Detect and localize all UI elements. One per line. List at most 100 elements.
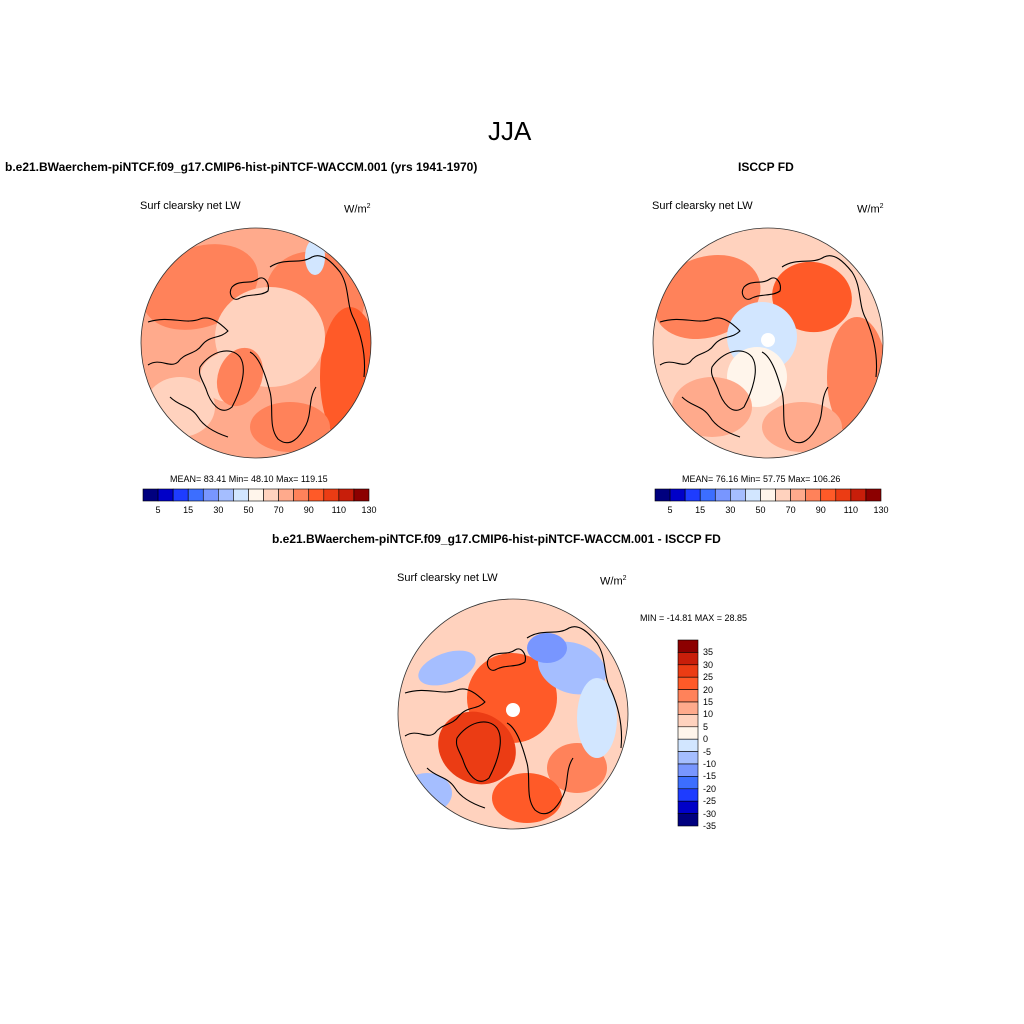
- colorbar-swatch: [669, 488, 686, 502]
- obs-colorbar: [654, 488, 882, 502]
- colorbar-tick-label: -35: [703, 821, 717, 831]
- colorbar-swatch: [677, 652, 699, 666]
- diff-stats-text: MIN = -14.81 MAX = 28.85: [640, 613, 748, 623]
- obs-unit-label: W/m2: [857, 203, 884, 216]
- colorbar-swatch: [730, 488, 746, 502]
- colorbar-swatch: [677, 813, 699, 827]
- coastline: [506, 722, 574, 815]
- coastline: [404, 688, 486, 737]
- colorbar-swatch: [699, 488, 716, 502]
- colorbar-swatch: [677, 701, 699, 715]
- colorbar-tick-label: -25: [703, 796, 717, 807]
- coastline: [455, 721, 501, 782]
- colorbar-swatch: [202, 488, 219, 502]
- colorbar-tick-label: -20: [703, 783, 717, 794]
- colorbar-swatch: [820, 488, 837, 502]
- colorbar-tick-label: 130: [873, 505, 889, 515]
- coastline: [147, 317, 229, 366]
- colorbar-swatch: [172, 488, 189, 502]
- colorbar-swatch: [338, 488, 355, 502]
- map-boundary: [397, 598, 629, 830]
- model-polar-map: [140, 227, 372, 459]
- colorbar-tick-label: 15: [703, 697, 714, 707]
- colorbar-swatch: [248, 488, 264, 502]
- figure-title: JJA: [488, 116, 532, 146]
- coastline: [681, 396, 741, 438]
- colorbar-tick-label: 90: [303, 505, 314, 515]
- model-variable-label: Surf clearsky net LW: [140, 200, 241, 212]
- obs-variable-label: Surf clearsky net LW: [652, 200, 753, 212]
- colorbar-tick-label: 70: [785, 505, 796, 515]
- colorbar-swatch: [835, 488, 852, 502]
- colorbar-tick-label: -15: [703, 771, 717, 782]
- colorbar-tick-label: -30: [703, 808, 717, 819]
- field-region: [762, 402, 842, 452]
- model-stats-text: MEAN= 83.41 Min= 48.10 Max= 119.15: [170, 474, 328, 484]
- colorbar-tick-label: 70: [273, 505, 284, 515]
- model-unit-label: W/m2: [344, 203, 371, 216]
- colorbar-tick-label: 110: [331, 505, 347, 515]
- colorbar-tick-label: 50: [755, 505, 766, 515]
- colorbar-swatch: [684, 488, 701, 502]
- colorbar-tick-label: 50: [243, 505, 254, 515]
- diff-polar-map: [397, 598, 629, 830]
- colorbar-swatch: [293, 488, 310, 502]
- colorbar-tick-label: -10: [703, 759, 717, 769]
- coastline: [659, 317, 741, 366]
- coastline: [169, 396, 229, 438]
- colorbar-tick-label: 15: [183, 505, 194, 515]
- colorbar-swatch: [850, 488, 867, 502]
- coastline: [781, 255, 878, 378]
- map-boundary: [652, 227, 884, 459]
- coastline: [269, 255, 366, 378]
- field-region: [250, 402, 330, 452]
- map-boundary: [140, 227, 372, 459]
- colorbar-swatch: [654, 488, 671, 502]
- colorbar-swatch: [677, 800, 699, 814]
- colorbar-tick-label: 20: [703, 684, 714, 695]
- colorbar-swatch: [677, 776, 699, 790]
- colorbar-tick-label: 10: [703, 709, 714, 720]
- colorbar-swatch: [677, 689, 699, 703]
- colorbar-swatch: [677, 676, 699, 690]
- field-region: [492, 773, 562, 823]
- colorbar-swatch: [677, 664, 699, 678]
- coastline: [526, 626, 623, 749]
- field-region: [438, 711, 516, 785]
- colorbar-swatch: [677, 714, 699, 728]
- coastline: [229, 277, 269, 300]
- coastline: [710, 350, 756, 411]
- field-region: [577, 678, 617, 758]
- colorbar-tick-label: 0: [703, 734, 709, 745]
- diff-panel-title: b.e21.BWaerchem-piNTCF.f09_g17.CMIP6-his…: [272, 532, 721, 546]
- colorbar-swatch: [187, 488, 204, 502]
- colorbar-swatch: [233, 488, 249, 502]
- coastline: [486, 648, 526, 671]
- colorbar-swatch: [760, 488, 776, 502]
- colorbar-swatch: [677, 751, 699, 765]
- obs-panel-title: ISCCP FD: [738, 160, 794, 174]
- colorbar-swatch: [308, 488, 325, 502]
- colorbar-swatch: [157, 488, 174, 502]
- colorbar-tick-label: 5: [155, 505, 161, 515]
- colorbar-swatch: [323, 488, 340, 502]
- colorbar-tick-label: 90: [815, 505, 826, 515]
- diff-colorbar: [677, 639, 699, 827]
- colorbar-swatch: [714, 488, 731, 502]
- colorbar-tick-label: 130: [361, 505, 377, 515]
- colorbar-tick-label: 30: [703, 659, 714, 670]
- coastline: [761, 351, 829, 444]
- colorbar-swatch: [142, 488, 159, 502]
- coastline: [198, 350, 244, 411]
- colorbar-swatch: [677, 738, 699, 752]
- obs-polar-map: [652, 227, 884, 459]
- colorbar-swatch: [218, 488, 234, 502]
- diff-unit-label: W/m2: [600, 575, 627, 588]
- colorbar-swatch: [278, 488, 294, 502]
- colorbar-swatch: [677, 726, 699, 740]
- diff-variable-label: Surf clearsky net LW: [397, 572, 498, 584]
- coastline: [249, 351, 317, 444]
- colorbar-tick-label: 35: [703, 647, 714, 658]
- field-region: [305, 239, 325, 275]
- model-panel-title: b.e21.BWaerchem-piNTCF.f09_g17.CMIP6-his…: [5, 160, 478, 174]
